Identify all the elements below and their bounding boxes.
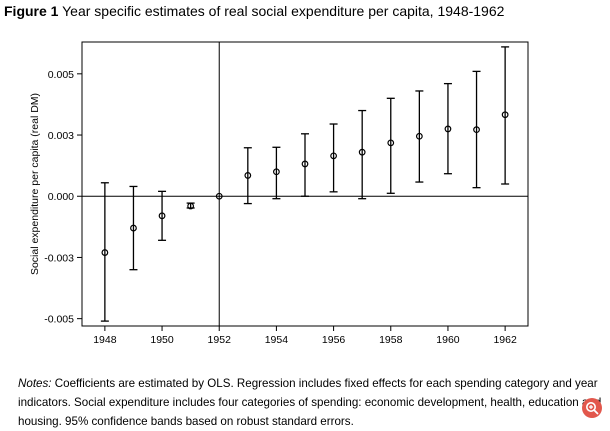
data-point: [244, 172, 252, 179]
y-tick-label: -0.003: [44, 252, 74, 264]
data-point: [101, 249, 109, 256]
data-point: [415, 132, 423, 140]
y-tick-label: 0.000: [48, 191, 74, 203]
figure-label: Figure 1: [4, 3, 59, 19]
data-point: [301, 160, 309, 168]
figure-title: Figure 1 Year specific estimates of real…: [4, 3, 504, 19]
x-tick-label: 1948: [93, 334, 117, 346]
x-tick-label: 1962: [493, 334, 517, 346]
data-point: [158, 212, 166, 220]
data-point: [444, 125, 452, 133]
y-tick-label: 0.005: [48, 69, 74, 81]
figure-title-text: Year specific estimates of real social e…: [62, 3, 505, 19]
x-tick-label: 1954: [265, 334, 289, 346]
data-point: [473, 126, 480, 134]
zoom-in-glyph: [586, 402, 599, 415]
figure-notes: Notes: Coefficients are estimated by OLS…: [18, 374, 604, 431]
notes-label: Notes:: [18, 377, 52, 390]
x-tick-label: 1956: [322, 334, 346, 346]
x-tick-label: 1960: [436, 334, 460, 346]
data-point: [187, 202, 195, 210]
x-tick-label: 1958: [379, 334, 403, 346]
y-tick-label: -0.005: [44, 314, 74, 326]
chart: 0.005 0.003 0.000 -0.003 -0.005 1948 1950 1952 1…: [29, 41, 529, 346]
y-axis-label: Social expenditure per capita (real DM): [29, 93, 41, 275]
data-point: [387, 139, 395, 147]
notes-text: Coefficients are estimated by OLS. Regre…: [18, 377, 602, 428]
data-point: [273, 168, 280, 176]
data-point: [215, 192, 223, 200]
data-point: [130, 224, 137, 232]
data-point: [501, 111, 509, 119]
plot-frame: [81, 41, 529, 327]
data-point: [358, 148, 366, 156]
x-tick-label: 1952: [208, 334, 232, 346]
zoom-in-icon[interactable]: [582, 398, 602, 418]
x-tick-label: 1950: [150, 334, 174, 346]
y-tick-label: 0.003: [48, 130, 74, 142]
data-point: [330, 152, 337, 160]
